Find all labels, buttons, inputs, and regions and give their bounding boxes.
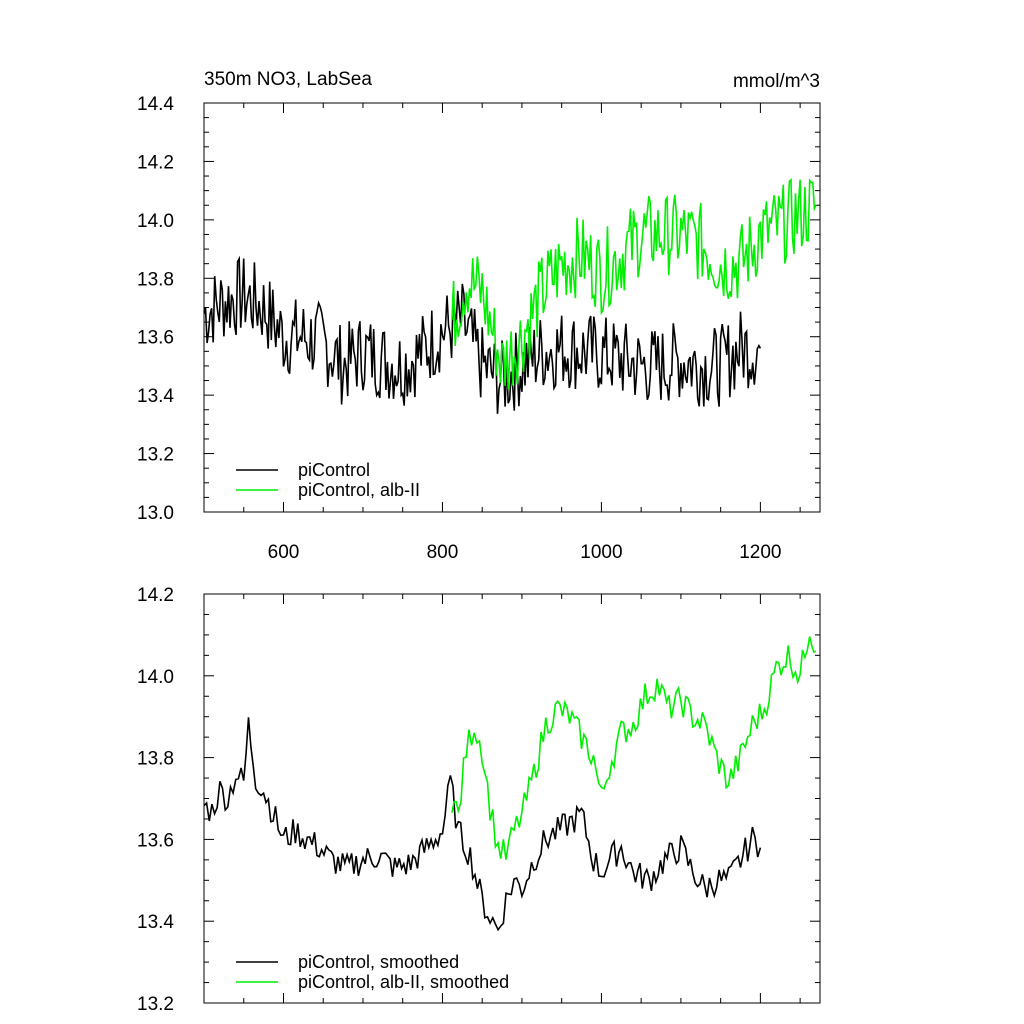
- x-tick-label: 600: [268, 542, 300, 563]
- legend-label: piControl, alb-II, smoothed: [298, 972, 509, 992]
- bottom-panel: 13.2 13.4 13.6 13.8 14.0 14.2 piControl, smoot…: [137, 585, 821, 1015]
- legend-label: piControl: [298, 460, 370, 480]
- y-tick-label: 14.2: [137, 152, 174, 173]
- x-tick-label: 1200: [739, 542, 781, 563]
- plot-frame: [203, 593, 821, 1004]
- y-tick-label: 13.4: [137, 386, 174, 407]
- y-tick-label: 13.6: [137, 830, 174, 851]
- y-tick-label: 13.2: [137, 994, 174, 1015]
- y-tick-label: 14.2: [137, 585, 174, 606]
- y-tick-label: 13.8: [137, 269, 174, 290]
- legend-label: piControl, smoothed: [298, 952, 459, 972]
- chart-title: 350m NO3, LabSea: [204, 69, 372, 90]
- x-tick-label: 1000: [580, 542, 622, 563]
- units-label: mmol/m^3: [733, 71, 820, 92]
- series-line-picontrol: [204, 255, 762, 414]
- legend-label: piControl, alb-II: [298, 480, 420, 500]
- y-tick-label: 14.4: [137, 94, 174, 115]
- y-tick-label: 14.0: [137, 211, 174, 232]
- series-line-picontrol-alb-ii: [451, 636, 817, 860]
- y-tick-label: 14.0: [137, 667, 174, 688]
- y-tick-label: 13.0: [137, 503, 174, 524]
- y-tick-label: 13.4: [137, 912, 174, 933]
- series-line-picontrol-alb-ii: [451, 177, 817, 390]
- series-line-picontrol: [204, 717, 762, 932]
- y-tick-label: 13.8: [137, 749, 174, 770]
- y-tick-label: 13.2: [137, 445, 174, 466]
- x-tick-label: 800: [427, 542, 459, 563]
- y-tick-label: 13.6: [137, 328, 174, 349]
- top-panel: 13.0 13.2 13.4 13.6 13.8 14.0 14.2 14.4 600 800 10…: [137, 69, 821, 563]
